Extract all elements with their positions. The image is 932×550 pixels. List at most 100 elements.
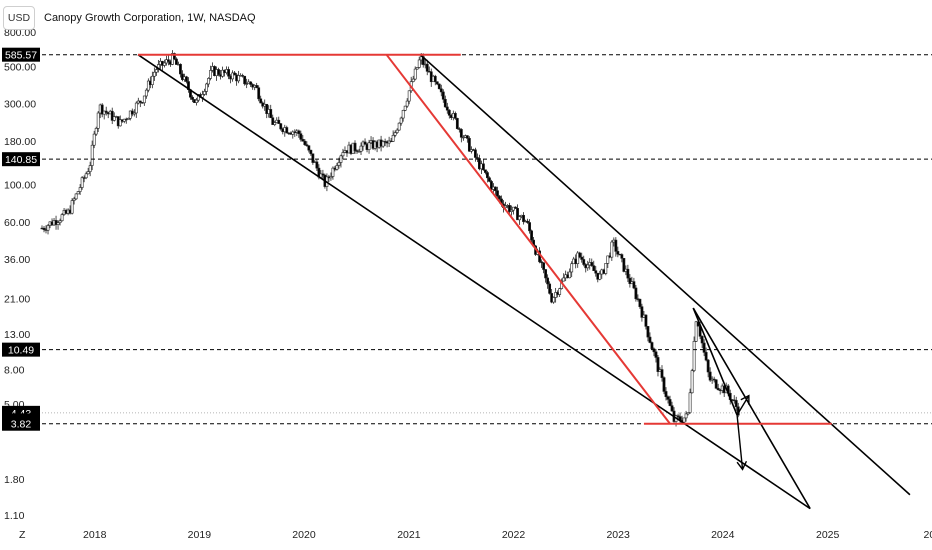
candle-body [548, 283, 552, 294]
price-tick-label: 500.00 [4, 61, 36, 73]
candle-body [237, 75, 241, 82]
black-trendline[interactable] [692, 307, 738, 416]
candle-body [467, 138, 471, 152]
candle-body [217, 69, 220, 75]
candle-body [441, 91, 445, 100]
candle-body [700, 336, 704, 344]
candle-body [271, 117, 275, 125]
arrow-line[interactable] [736, 414, 744, 470]
candle-body [453, 113, 457, 119]
arrow-head [740, 394, 750, 405]
candle-body [86, 171, 90, 175]
candle-body [185, 76, 188, 82]
candle-body [445, 106, 449, 111]
candle-body [632, 281, 636, 289]
time-axis[interactable]: 2018 2019 2020 2021 2022 2023 2024 2025 202 [83, 529, 932, 541]
candle-body [96, 112, 100, 129]
trendlines-layer[interactable] [137, 53, 911, 510]
candle-body [604, 263, 608, 274]
black-trendline[interactable] [692, 307, 811, 510]
arrow-line[interactable] [736, 395, 750, 416]
candle-body [233, 72, 237, 76]
currency-button[interactable]: USD [3, 6, 35, 30]
candle-body [546, 277, 550, 285]
candle-body [640, 306, 644, 318]
candle-body [526, 220, 529, 223]
candle-body [279, 123, 283, 130]
price-axis[interactable]: 800.00500.00300.00180.00100.0060.0036.00… [2, 27, 40, 522]
candle-body [265, 103, 269, 114]
candle-body [319, 173, 323, 178]
candle-body [417, 59, 421, 68]
black-trendline[interactable] [137, 54, 811, 510]
candle-body [307, 145, 311, 151]
candle-body [134, 102, 138, 114]
candle-body [162, 62, 166, 66]
candle-body [353, 142, 357, 151]
candle-body [76, 191, 80, 195]
candle-body [666, 396, 670, 400]
candle-body [482, 163, 485, 171]
price-badge-label: 140.85 [5, 154, 37, 166]
candle-body [654, 351, 658, 358]
candle-body [56, 222, 60, 225]
candle-body [650, 342, 654, 350]
candle-body [395, 129, 399, 133]
candle-body [273, 122, 277, 125]
candle-body [128, 110, 132, 119]
price-tick-label: 1.10 [4, 510, 25, 522]
candle-body [60, 214, 64, 222]
candle-body [227, 69, 230, 77]
candle-body [411, 78, 415, 82]
candle-body [207, 78, 210, 85]
candle-body [112, 116, 116, 121]
candle-body [626, 268, 630, 279]
arrow-head [736, 460, 748, 471]
candle-body [277, 119, 281, 124]
candle-body [195, 99, 198, 103]
candle-body [634, 287, 638, 300]
dashed-levels-layer [42, 54, 932, 425]
candle-body [616, 251, 620, 255]
candle-body [494, 186, 497, 192]
time-tick-label: 2020 [292, 529, 316, 541]
candle-body [475, 157, 479, 159]
candle-body [704, 352, 708, 361]
price-tick-label: 100.00 [4, 179, 36, 191]
candle-body [459, 129, 463, 138]
candle-body [660, 369, 664, 378]
price-tick-label: 180.00 [4, 136, 36, 148]
candle-body [92, 133, 96, 146]
candle-body [255, 85, 259, 89]
candle-body [359, 145, 363, 152]
candle-body [652, 348, 656, 353]
candle-body [554, 292, 558, 298]
candle-body [668, 399, 672, 406]
candle-body [70, 200, 74, 214]
candle-body [592, 265, 596, 271]
candle-body [664, 391, 668, 398]
candle-body [403, 105, 407, 111]
candle-body [78, 187, 82, 192]
time-tick-label: 202 [924, 529, 932, 541]
candle-body [558, 288, 562, 295]
candle-body [437, 83, 441, 90]
candle-body [522, 214, 525, 222]
candle-body [552, 297, 556, 303]
candle-body [425, 63, 429, 72]
black-trendline[interactable] [419, 54, 911, 496]
timezone-icon[interactable]: Z [19, 529, 26, 541]
candle-body [457, 128, 461, 130]
candle-body [381, 141, 385, 147]
candle-body [321, 173, 325, 176]
candle-body [690, 370, 694, 394]
candle-body [598, 273, 602, 280]
candle-body [46, 225, 50, 231]
candle-body [407, 90, 411, 102]
candle-body [138, 100, 142, 103]
candle-body [486, 172, 489, 179]
candle-body [686, 412, 690, 415]
candle-body [367, 142, 371, 150]
red-trendline[interactable] [385, 54, 671, 425]
